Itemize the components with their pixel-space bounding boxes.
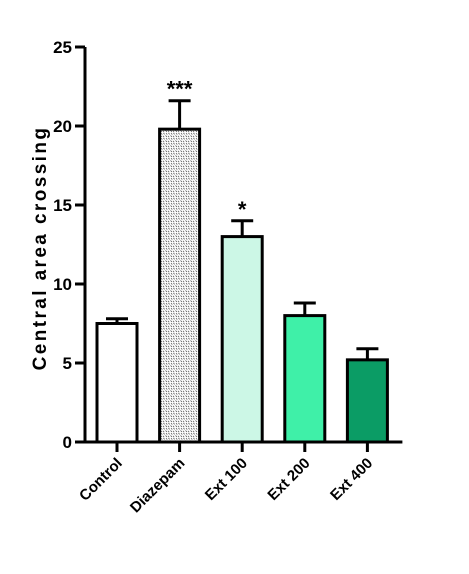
bar xyxy=(95,322,139,444)
x-tick-label: Diazepam xyxy=(127,455,189,517)
bar xyxy=(220,235,264,444)
y-tick-label: 20 xyxy=(53,117,72,136)
y-tick-label: 5 xyxy=(63,354,72,373)
y-tick-label: 10 xyxy=(53,275,72,294)
x-tick-label: Ext 100 xyxy=(202,455,251,504)
y-tick-label: 15 xyxy=(53,196,72,215)
significance-label: *** xyxy=(167,77,193,102)
y-tick-label: 0 xyxy=(63,433,72,452)
y-axis: 0 5 10 15 20 25 xyxy=(53,38,87,452)
bar xyxy=(158,127,202,444)
bar xyxy=(283,314,327,444)
x-tick-label: Ext 400 xyxy=(327,455,376,504)
x-axis: Control Diazepam Ext 100 Ext 200 Ext 400 xyxy=(76,440,403,517)
bar xyxy=(345,358,389,444)
bars-group: **** xyxy=(95,77,389,444)
x-tick-label: Ext 200 xyxy=(264,455,313,504)
significance-label: * xyxy=(238,197,247,222)
y-tick-label: 25 xyxy=(53,38,72,57)
x-tick-label: Control xyxy=(76,455,126,505)
y-axis-label: Central area crossing xyxy=(30,126,51,371)
